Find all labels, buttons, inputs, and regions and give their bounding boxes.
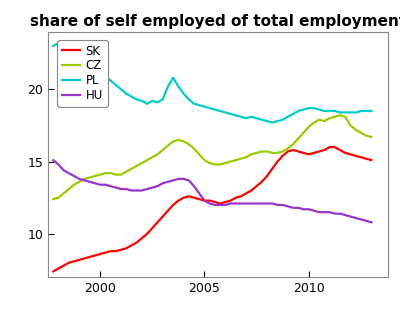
Title: share of self employed of total employment: share of self employed of total employme… — [30, 14, 400, 29]
Legend: SK, CZ, PL, HU: SK, CZ, PL, HU — [57, 40, 108, 106]
